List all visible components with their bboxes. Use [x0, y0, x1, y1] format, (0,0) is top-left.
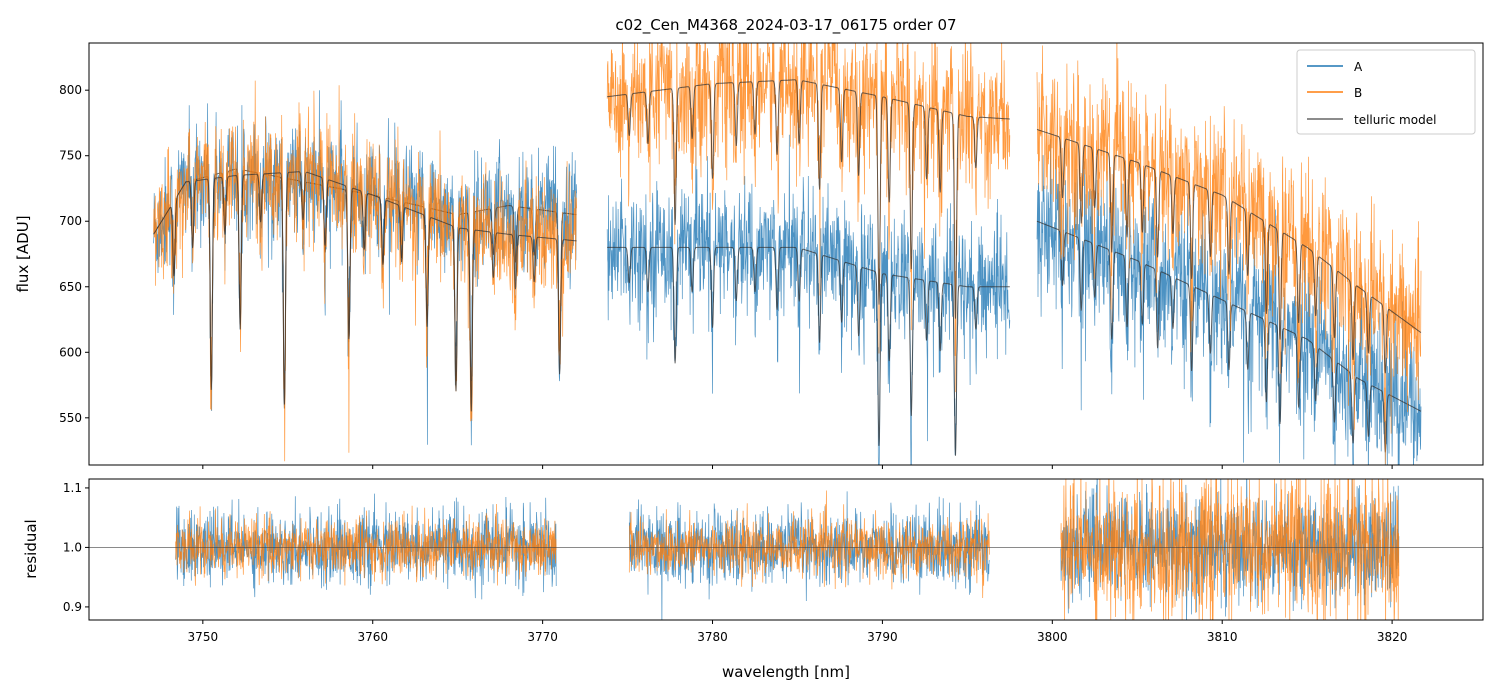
- x-tick-label: 3770: [527, 630, 558, 644]
- x-tick-label: 3790: [867, 630, 898, 644]
- series-a-segment-2: [606, 127, 1011, 465]
- x-tick-label: 3820: [1377, 630, 1408, 644]
- flux-axes-frame: [88, 42, 1484, 466]
- legend: A B telluric model: [1296, 49, 1476, 135]
- residual-y-tick-label: 1.0: [63, 540, 82, 554]
- residual-b-segment-3: [1060, 479, 1400, 620]
- telluric-model-b-segment-3: [1036, 129, 1422, 374]
- residual-b-segment-2: [628, 490, 990, 599]
- residual-axes-frame: [88, 478, 1484, 621]
- flux-plot-area: [153, 43, 1422, 465]
- telluric-model-b-segment-1: [153, 171, 577, 412]
- residual-a-segment-3: [1060, 479, 1400, 620]
- y-tick-label: 750: [59, 149, 82, 163]
- residual-b-segment-1: [175, 503, 557, 586]
- y-tick-label: 550: [59, 411, 82, 425]
- telluric-model-b-segment-2: [607, 79, 1010, 319]
- residual-y-tick-label: 1.1: [63, 481, 82, 495]
- y-axis-label-flux: flux [ADU]: [14, 215, 32, 292]
- x-tick-label: 3780: [697, 630, 728, 644]
- x-tick-label: 3810: [1207, 630, 1238, 644]
- legend-label-model: telluric model: [1354, 113, 1436, 127]
- x-tick-label: 3800: [1037, 630, 1068, 644]
- residual-y-tick-label: 0.9: [63, 600, 82, 614]
- legend-box: [1296, 49, 1476, 135]
- y-tick-label: 600: [59, 345, 82, 359]
- telluric-model-a-segment-2: [607, 246, 1010, 456]
- y-axis-label-residual: residual: [22, 519, 40, 578]
- x-tick-label: 3750: [188, 630, 219, 644]
- residual-a-segment-2: [628, 491, 990, 620]
- axes: 550 600 650 700 750 800 0.9 1.0 1.1 3750 3760 3770 3…: [59, 42, 1484, 644]
- chart-title: c02_Cen_M4368_2024-03-17_06175 order 07: [615, 16, 956, 35]
- x-tick-label: 3760: [357, 630, 388, 644]
- legend-label-b: B: [1354, 86, 1362, 100]
- y-tick-label: 650: [59, 280, 82, 294]
- series-a-segment-3: [1036, 138, 1422, 465]
- series-b-segment-3: [1036, 43, 1422, 465]
- series-a-segment-1: [153, 90, 577, 446]
- y-tick-label: 800: [59, 83, 82, 97]
- residual-plot-area: [89, 479, 1483, 620]
- y-tick-label: 700: [59, 214, 82, 228]
- telluric-model-a-segment-3: [1036, 220, 1422, 453]
- x-axis-label: wavelength [nm]: [722, 663, 850, 681]
- legend-label-a: A: [1354, 60, 1363, 74]
